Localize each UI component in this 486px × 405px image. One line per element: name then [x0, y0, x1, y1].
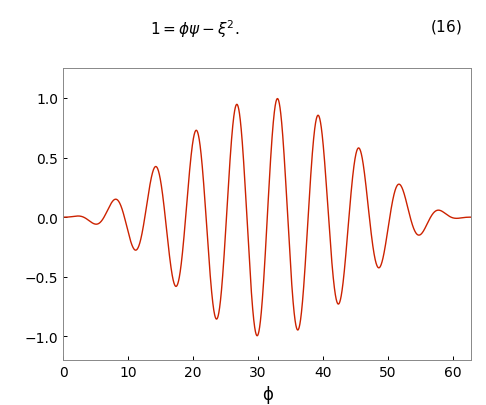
Text: $1 = \phi\psi - \xi^2.$: $1 = \phi\psi - \xi^2.$ — [150, 18, 239, 40]
Text: $(16)$: $(16)$ — [430, 18, 462, 36]
X-axis label: ϕ: ϕ — [262, 385, 273, 403]
